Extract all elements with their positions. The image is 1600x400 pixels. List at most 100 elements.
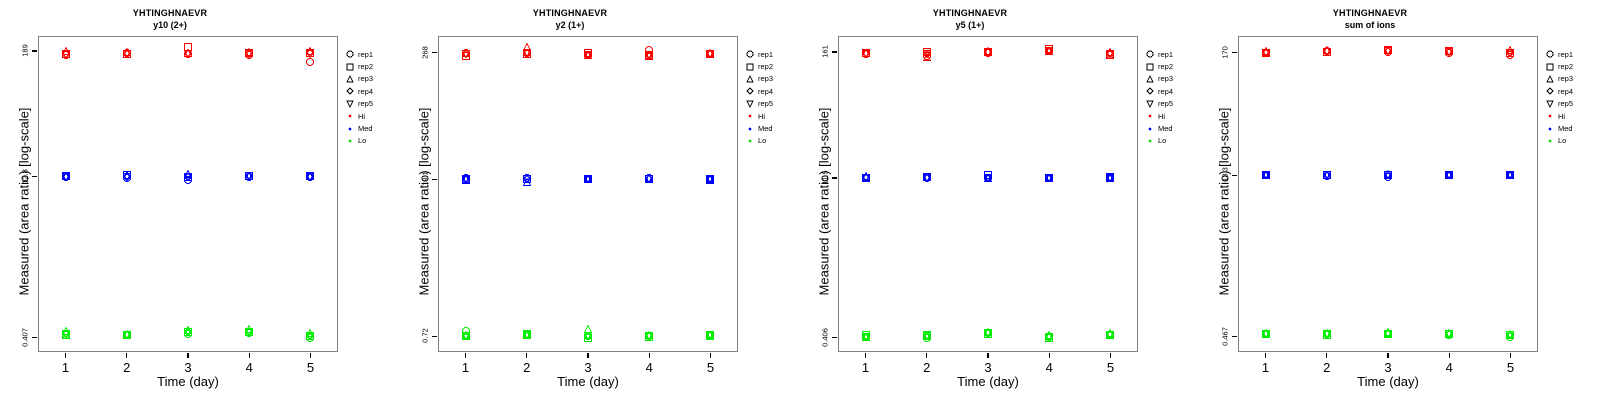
legend-item: rep3: [1544, 73, 1598, 85]
legend-item: rep4: [1144, 85, 1198, 97]
x-tick-label: 3: [1384, 360, 1392, 375]
legend-item-label: rep3: [358, 74, 374, 84]
x-tick-label: 3: [984, 360, 992, 375]
x-tick-label: 5: [306, 360, 315, 375]
legend-item: rep2: [1144, 60, 1198, 72]
legend-item-label: rep4: [1558, 86, 1574, 96]
y-tick-mark: [832, 51, 837, 53]
legend-item-label: rep2: [1158, 62, 1174, 72]
dot-icon: [744, 110, 756, 122]
triangle-up-icon: [744, 73, 756, 85]
y-axis-label: Measured (area ratio) [log-scale]: [1216, 107, 1232, 296]
legend-item-label: rep5: [1158, 99, 1174, 109]
legend-item: rep3: [344, 73, 398, 85]
plot-frame: [438, 36, 738, 352]
x-tick-label: 5: [706, 360, 715, 375]
dot-icon: [1144, 123, 1156, 135]
legend-item: rep5: [344, 98, 398, 110]
y-axis-label: Measured (area ratio) [log-scale]: [416, 107, 432, 296]
y-tick-label: 161: [820, 45, 830, 58]
x-tick-label: 3: [584, 360, 592, 375]
diamond-icon: [344, 85, 356, 97]
triangle-down-icon: [344, 98, 356, 110]
panel-title: YHTINGHNAEVR: [532, 8, 608, 18]
x-tick-label: 3: [184, 360, 192, 375]
legend-item: Med: [1544, 122, 1598, 134]
panel-title: YHTINGHNAEVR: [1332, 8, 1408, 18]
legend-item: rep5: [744, 98, 798, 110]
y-tick-mark: [1232, 174, 1237, 177]
chart-panel: YHTINGHNAEVR y10 (2+) Measured (area ratio…: [0, 0, 400, 400]
legend-item: rep3: [1144, 73, 1198, 85]
y-tick-label: 170: [1220, 45, 1230, 59]
legend-item: rep2: [1544, 60, 1598, 72]
legend-item-label: rep5: [758, 99, 774, 109]
legend: rep1 rep2 rep3 rep4 rep5 Hi Med Lo: [744, 48, 798, 147]
triangle-down-icon: [744, 98, 756, 110]
dot-icon: [744, 135, 756, 147]
y-tick-label: 0.467: [1220, 326, 1230, 346]
y-tick-mark: [832, 336, 837, 339]
x-tick-mark: [1387, 353, 1389, 358]
y-tick-label: 0.407: [20, 327, 30, 347]
x-tick-mark: [126, 353, 128, 358]
x-tick-mark: [1109, 353, 1112, 358]
x-tick-label: 1: [1261, 360, 1270, 375]
x-tick-label: 2: [523, 360, 531, 375]
dot-icon: [344, 110, 356, 122]
legend-item-label: rep5: [358, 99, 374, 109]
legend-item-label: rep2: [1558, 62, 1574, 72]
legend-item-label: rep4: [1158, 86, 1174, 96]
x-tick-mark: [648, 353, 650, 358]
x-tick-mark: [187, 353, 189, 358]
legend-item: rep4: [344, 85, 398, 97]
dot-icon: [744, 123, 756, 135]
legend-item: rep1: [1544, 48, 1598, 60]
y-tick-mark: [1232, 336, 1237, 338]
y-tick-label: 11.5: [820, 170, 830, 185]
legend-item: Hi: [1544, 110, 1598, 122]
legend-item-label: rep4: [358, 86, 374, 96]
legend-item: rep1: [1144, 48, 1198, 60]
y-tick-label: 189: [20, 44, 30, 57]
triangle-up-icon: [1544, 73, 1556, 85]
legend-item-label: Hi: [358, 111, 366, 121]
x-tick-label: 2: [123, 360, 131, 375]
legend-item: Lo: [1544, 135, 1598, 147]
triangle-up-icon: [1144, 73, 1156, 85]
legend: rep1 rep2 rep3 rep4 rep5 Hi Med Lo: [1144, 48, 1198, 147]
plot-frame: [38, 36, 338, 352]
x-tick-mark: [587, 353, 589, 358]
x-tick-mark: [1326, 353, 1328, 358]
legend-item: Med: [1144, 122, 1198, 134]
triangle-down-icon: [1144, 98, 1156, 110]
legend-item-label: Lo: [758, 136, 767, 146]
y-tick-mark: [32, 337, 37, 339]
legend-item: Med: [344, 122, 398, 134]
dot-icon: [1544, 123, 1556, 135]
legend-item: rep1: [344, 48, 398, 60]
legend-item: Hi: [1144, 110, 1198, 122]
circle-icon: [1544, 48, 1556, 60]
legend-item-label: rep4: [758, 86, 774, 96]
legend-item-label: rep1: [358, 49, 374, 59]
x-tick-mark: [64, 353, 67, 358]
x-tick-mark: [309, 353, 312, 358]
legend-item-label: Med: [1558, 124, 1573, 134]
legend-item: Lo: [344, 135, 398, 147]
square-icon: [1544, 61, 1556, 73]
legend-item-label: Hi: [1158, 111, 1166, 121]
x-tick-mark: [1448, 353, 1450, 358]
y-tick-mark: [432, 52, 437, 54]
legend-item-label: rep5: [1558, 99, 1574, 109]
square-icon: [1144, 61, 1156, 73]
legend-item-label: rep3: [758, 74, 774, 84]
x-tick-label: 5: [1506, 360, 1515, 375]
y-tick-label: 0.406: [820, 327, 830, 347]
panel-title: YHTINGHNAEVR: [132, 8, 208, 18]
legend-item: rep2: [744, 60, 798, 72]
dot-icon: [1144, 110, 1156, 122]
y-tick-mark: [832, 177, 837, 179]
y-axis-label: Measured (area ratio) [log-scale]: [816, 107, 832, 296]
